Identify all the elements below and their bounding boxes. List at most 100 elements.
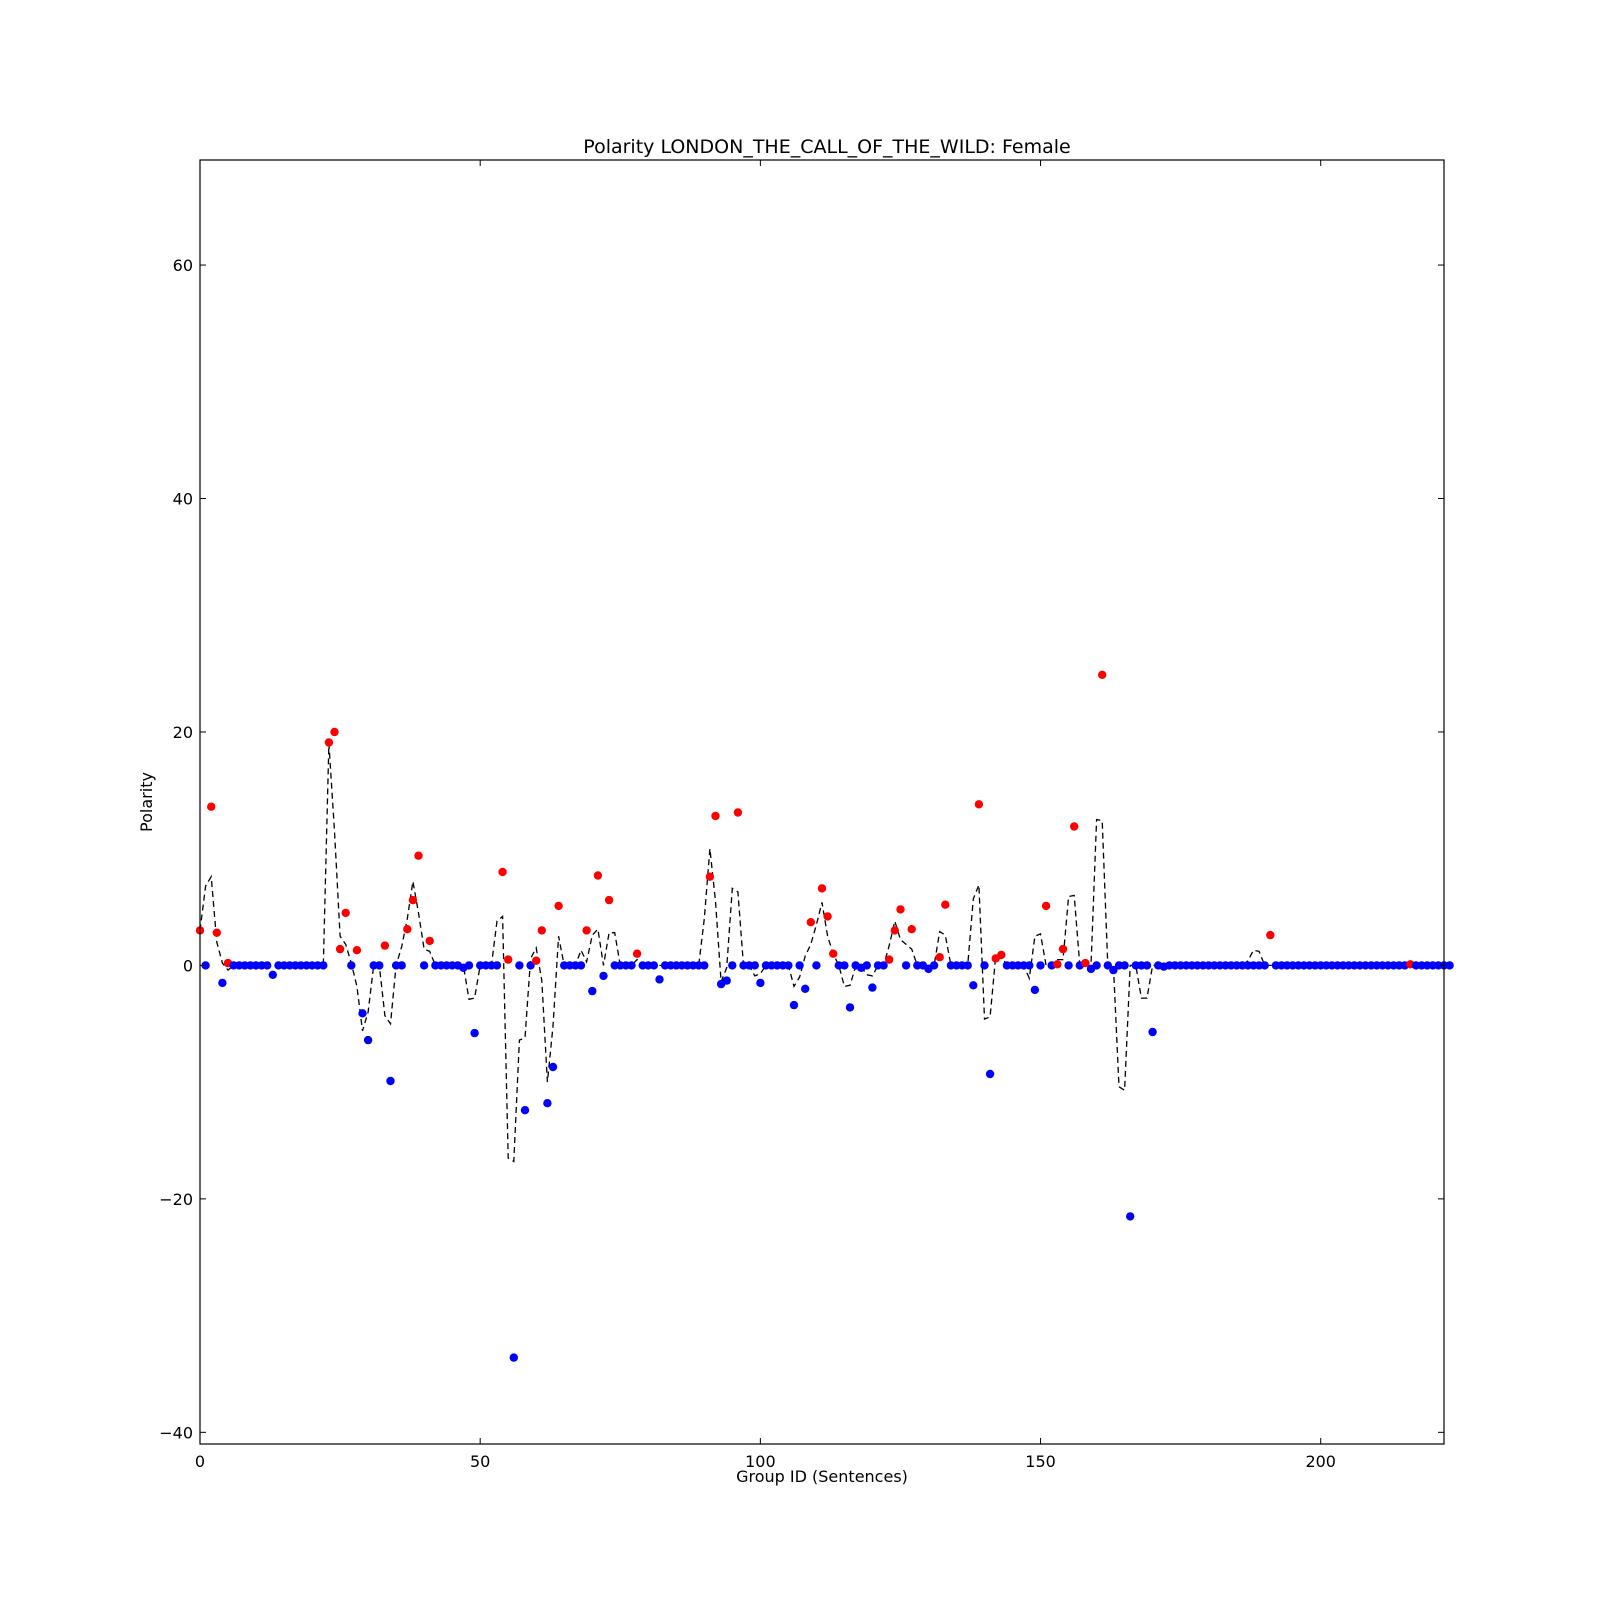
data-point — [363, 1035, 373, 1045]
data-point — [263, 961, 272, 970]
data-point — [655, 975, 664, 984]
y-tick-label: 60 — [173, 256, 193, 275]
x-tick-label: 50 — [470, 1452, 490, 1471]
x-axis-label: Group ID (Sentences) — [736, 1467, 908, 1486]
data-point — [806, 918, 815, 927]
data-point — [1109, 965, 1118, 975]
data-point — [576, 961, 586, 970]
data-point — [380, 941, 390, 950]
data-point — [941, 900, 950, 909]
y-axis-label: Polarity — [137, 772, 156, 832]
data-point — [1025, 961, 1034, 970]
data-point — [1148, 1027, 1157, 1037]
data-point — [504, 955, 513, 964]
data-point — [464, 961, 474, 970]
data-point — [1445, 961, 1454, 970]
data-point — [1260, 961, 1269, 970]
data-point — [829, 949, 838, 958]
x-tick-label: 0 — [195, 1452, 205, 1471]
y-tick-label: 20 — [173, 723, 193, 742]
data-point — [414, 851, 423, 860]
data-point — [532, 956, 541, 965]
y-tick-label: −40 — [159, 1423, 193, 1442]
data-point — [705, 872, 715, 881]
chart-title: Polarity LONDON_THE_CALL_OF_THE_WILD: Fe… — [583, 136, 1070, 158]
data-point — [375, 961, 384, 970]
data-point — [386, 1076, 395, 1086]
data-point — [1030, 985, 1040, 995]
data-point — [498, 867, 507, 877]
data-point — [845, 1003, 855, 1012]
data-point — [862, 961, 871, 970]
data-point — [733, 808, 743, 817]
data-point — [969, 981, 978, 990]
data-point — [554, 901, 563, 911]
data-point — [425, 936, 434, 946]
data-point — [1053, 960, 1062, 969]
data-point — [207, 802, 216, 811]
data-point — [817, 884, 827, 893]
data-point — [537, 926, 546, 935]
data-point — [341, 908, 350, 918]
data-point — [1098, 670, 1107, 679]
data-point — [515, 961, 524, 970]
data-point — [929, 961, 939, 970]
data-point — [330, 727, 339, 737]
data-point — [711, 811, 720, 821]
data-point — [823, 912, 832, 921]
data-point — [750, 961, 759, 970]
data-point — [218, 978, 227, 988]
data-point — [352, 946, 362, 955]
y-tick-label: −20 — [159, 1190, 193, 1209]
data-point — [985, 1069, 995, 1079]
data-point — [728, 961, 737, 970]
data-point — [526, 961, 535, 970]
data-point — [868, 983, 877, 992]
data-point — [324, 738, 334, 747]
data-point — [784, 961, 793, 970]
data-point — [599, 971, 608, 981]
data-point — [408, 895, 418, 905]
data-point — [358, 1009, 367, 1018]
x-tick-label: 200 — [1305, 1452, 1336, 1471]
data-point — [1064, 961, 1073, 970]
data-point — [801, 984, 810, 993]
data-point — [632, 949, 642, 958]
data-point — [582, 926, 591, 935]
data-point — [1266, 930, 1275, 940]
data-point — [789, 1000, 799, 1010]
data-point — [1142, 961, 1152, 970]
data-point — [1092, 961, 1101, 970]
data-point — [879, 961, 888, 970]
data-point — [963, 961, 972, 970]
data-point — [1126, 1212, 1135, 1221]
data-point — [509, 1353, 518, 1362]
plot-area — [195, 670, 1454, 1362]
data-point — [890, 926, 899, 935]
data-point — [1081, 958, 1090, 968]
x-tick-label: 150 — [1025, 1452, 1056, 1471]
data-point — [470, 1028, 479, 1038]
data-point — [1058, 944, 1068, 954]
data-point — [997, 950, 1006, 960]
data-point — [649, 961, 659, 970]
data-point — [419, 961, 429, 970]
data-point — [1120, 961, 1129, 970]
data-point — [812, 961, 821, 970]
axes-frame — [199, 159, 1445, 1445]
data-point — [901, 961, 911, 970]
data-point — [1103, 961, 1113, 970]
y-tick-label: 0 — [183, 956, 193, 975]
data-point — [319, 961, 328, 970]
data-point — [935, 953, 944, 962]
data-point — [980, 961, 989, 970]
data-point — [347, 961, 356, 970]
data-point — [593, 871, 603, 880]
x-axis: 0 50 100 150 200 — [195, 160, 1336, 1471]
data-point — [974, 800, 984, 809]
data-point — [520, 1106, 530, 1115]
data-point — [397, 961, 406, 970]
data-point — [335, 944, 345, 954]
smoothed-line — [200, 743, 1444, 1163]
